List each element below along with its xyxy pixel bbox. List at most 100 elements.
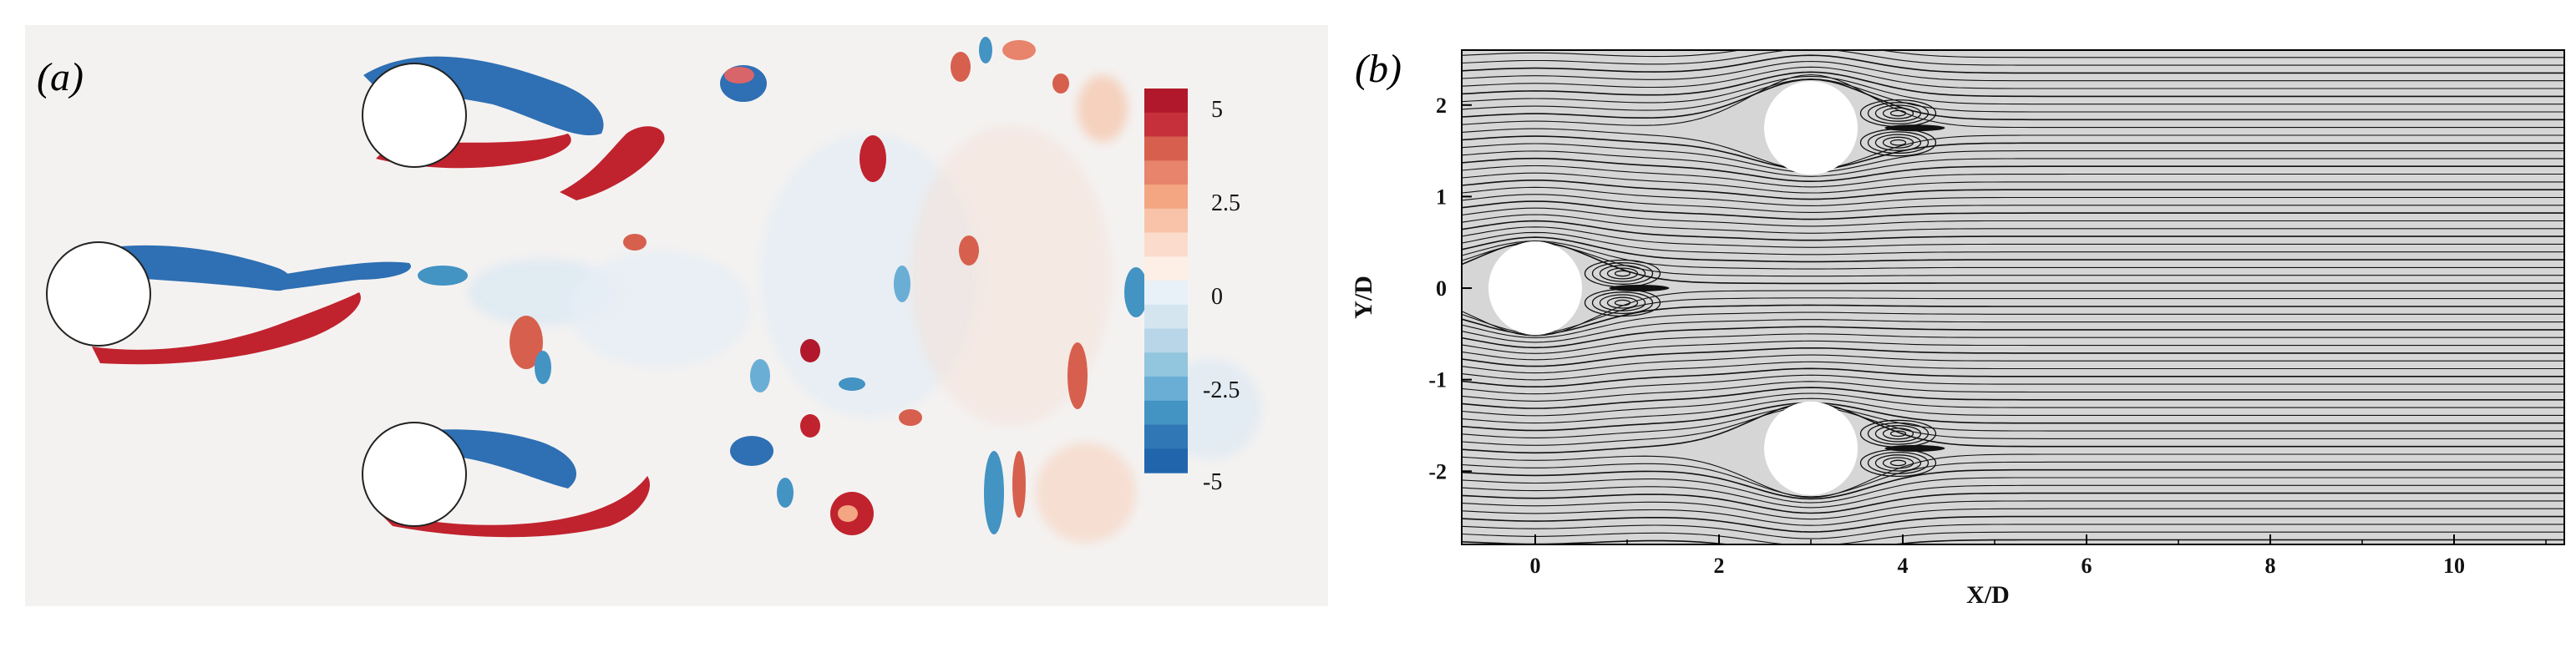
recirculation-loop <box>1606 296 1639 309</box>
streamline <box>1461 194 2564 213</box>
streamline <box>1461 367 2564 388</box>
y-axis-label: Y/D <box>1350 276 1377 319</box>
colorbar-swatch <box>1144 232 1188 257</box>
wake-centerline <box>1609 285 1670 291</box>
colorbar-swatch <box>1144 281 1188 306</box>
colorbar-swatch <box>1144 304 1188 330</box>
streamline <box>1461 128 2564 171</box>
streamline <box>1461 297 2564 334</box>
streamline <box>1461 78 2564 113</box>
streamline <box>1461 492 2564 514</box>
recirculation-loop <box>1882 136 1914 149</box>
colorbar-tick-neg-5: -5 <box>1203 469 1222 495</box>
wake-region <box>468 75 1261 543</box>
recirculation-loop <box>1591 291 1654 315</box>
streamline <box>1461 392 2564 417</box>
recirculation-loop <box>1606 267 1639 280</box>
colorbar-swatch <box>1144 208 1188 234</box>
streamline <box>1461 214 2564 234</box>
recirculation-loop <box>1874 425 1922 443</box>
recirculation-loop <box>1889 430 1907 438</box>
recirculation-loop <box>1867 131 1929 154</box>
recirculation-loop <box>1591 262 1654 285</box>
recirculation-loop <box>1599 265 1646 282</box>
colorbar-swatch <box>1144 136 1188 161</box>
streamline <box>1461 531 2564 545</box>
vorticity-field-svg: (a) 5 2.5 0 -2.5 -5 <box>25 25 1328 606</box>
x-axis-label: X/D <box>1966 581 2010 609</box>
y-tick-label: -2 <box>1428 459 1447 483</box>
streamline <box>1461 326 2564 349</box>
streamline <box>1461 453 2564 499</box>
y-tick-label: 2 <box>1436 94 1447 118</box>
colorbar-tick-neg-2-5: -2.5 <box>1203 377 1240 403</box>
wake-centerline <box>1884 124 1945 132</box>
recirculation-loop <box>1599 294 1646 311</box>
streamline <box>1461 78 2564 121</box>
streamline <box>1461 304 2564 336</box>
recirculation-loop <box>1867 451 1929 474</box>
streamline <box>1461 468 2564 500</box>
recirculation-loop <box>1889 139 1907 146</box>
streamline <box>1461 66 2564 89</box>
streamline <box>1461 406 2564 446</box>
colorbar-swatch <box>1144 424 1188 449</box>
streamline <box>1461 402 2564 454</box>
streamline <box>1461 220 2564 241</box>
colorbar-swatch <box>1144 448 1188 473</box>
recirculation-loop <box>1867 422 1929 445</box>
streamline <box>1461 402 2564 432</box>
recirculation-loop <box>1882 428 1914 440</box>
streamline <box>1461 361 2564 381</box>
streamline <box>1461 236 2564 263</box>
streamline <box>1461 515 2564 533</box>
streamline <box>1461 231 2564 256</box>
recirculation-zones <box>1584 99 1945 478</box>
middle-cylinder-wake <box>88 234 979 392</box>
recirculation-loop <box>1867 102 1929 125</box>
y-tick-label: -1 <box>1428 368 1447 392</box>
x-tick-label: 8 <box>2265 554 2276 578</box>
cylinder-top <box>362 63 467 168</box>
streamline <box>1461 484 2564 509</box>
streamline <box>1461 207 2564 227</box>
panel-a-label: (a) <box>37 55 84 99</box>
colorbar-swatch <box>1144 89 1188 114</box>
recirculation-loop <box>1874 134 1922 151</box>
streamline <box>1461 49 2564 58</box>
vorticity-colorbar <box>1144 89 1188 473</box>
colorbar-swatch <box>1144 112 1188 138</box>
recirculation-loop <box>1614 299 1631 306</box>
streamline <box>1461 179 2564 200</box>
streamline <box>1461 226 2564 248</box>
streamline <box>1461 311 2564 339</box>
streamline <box>1461 75 2564 105</box>
streamline <box>1461 135 2564 171</box>
colorbar-swatch <box>1144 160 1188 185</box>
x-tick-label: 2 <box>1714 554 1725 578</box>
recirculation-loop <box>1874 454 1922 472</box>
streamline <box>1461 381 2564 402</box>
colorbar-tick-0: 0 <box>1211 284 1223 310</box>
colorbar-swatch <box>1144 377 1188 402</box>
colorbar-swatch <box>1144 328 1188 353</box>
recirculation-loop <box>1614 270 1631 277</box>
streamline <box>1461 405 2564 438</box>
x-tick-label: 10 <box>2443 554 2465 578</box>
streamline <box>1461 143 2564 173</box>
streamline <box>1461 49 2564 66</box>
streamline <box>1461 461 2564 498</box>
streamline <box>1461 157 2564 183</box>
recirculation-loop <box>1882 107 1914 119</box>
cylinder <box>1764 401 1858 495</box>
colorbar-swatch <box>1144 352 1188 377</box>
cylinder <box>1488 241 1582 335</box>
cylinder <box>1764 81 1858 175</box>
streamline <box>1461 172 2564 194</box>
colorbar-tick-2-5: 2.5 <box>1211 190 1240 216</box>
wake-centerline <box>1884 444 1945 452</box>
streamline <box>1461 347 2564 367</box>
streamline <box>1461 508 2564 526</box>
